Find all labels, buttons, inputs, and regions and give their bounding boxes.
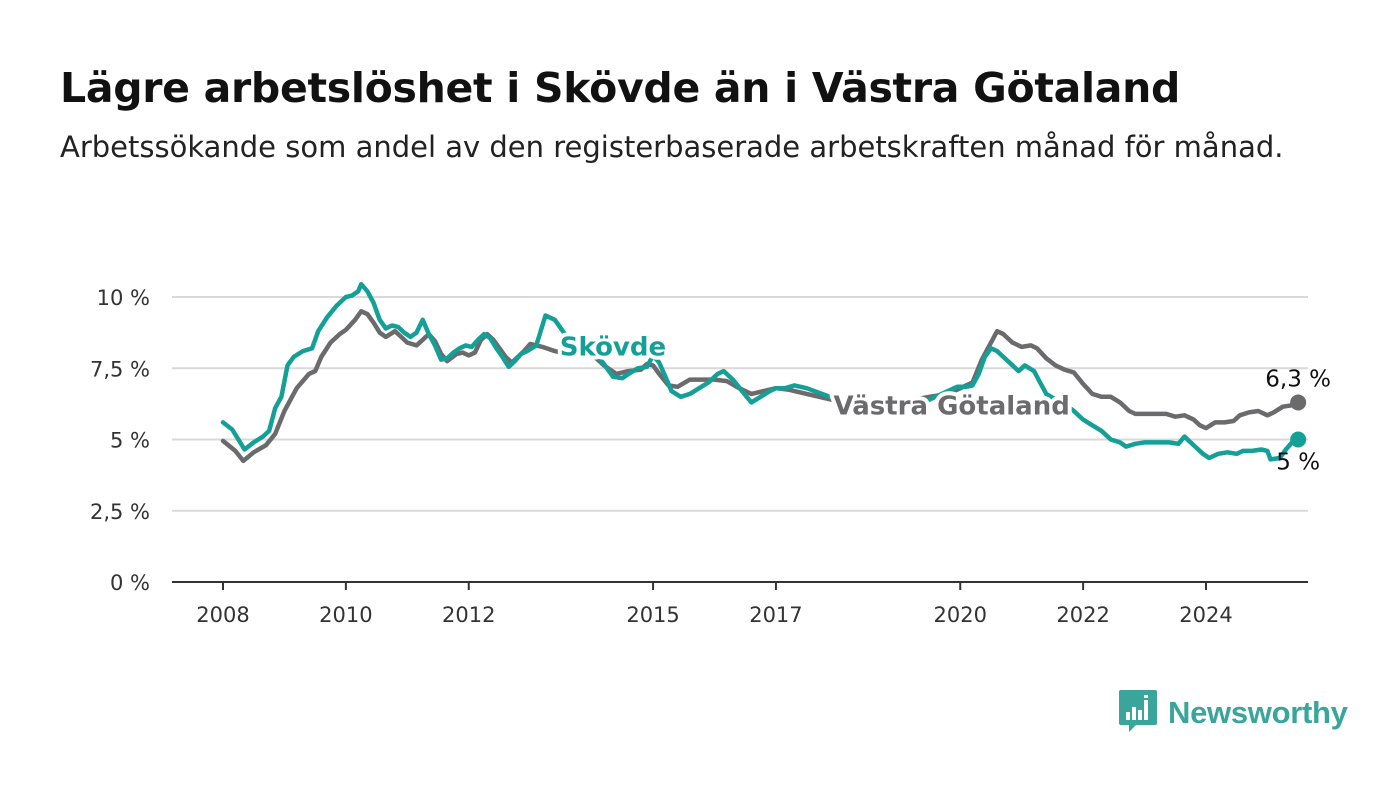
end-value-label-skovde: 5 %: [1276, 450, 1320, 476]
brand-name: Newsworthy: [1168, 695, 1348, 730]
x-tick-label: 2010: [319, 603, 372, 627]
y-tick-label: 10 %: [97, 286, 150, 310]
x-tick-label: 2024: [1179, 603, 1232, 627]
endpoint-dot-vastra-gotaland: [1290, 394, 1307, 411]
bar-chart-speech-icon: [1118, 688, 1158, 738]
series-labels: Skövde Västra Götaland: [556, 328, 1074, 425]
gridlines: [172, 296, 1308, 512]
chart-subtitle: Arbetssökande som andel av den registerb…: [60, 130, 1284, 164]
series-line-vastra-gotaland: [220, 309, 1301, 464]
newsworthy-logo: Newsworthy: [1118, 688, 1348, 738]
series-lines: [220, 281, 1301, 464]
x-tick-label: 2008: [196, 603, 249, 627]
endpoint-dot-skovde: [1290, 431, 1307, 448]
series-endpoints: 6,3 % 5 %: [1265, 366, 1331, 475]
end-value-label-vastra-gotaland: 6,3 %: [1265, 366, 1331, 392]
y-tick-label: 0 %: [110, 571, 150, 595]
x-tick-label: 2015: [626, 603, 679, 627]
x-tick-label: 2020: [934, 603, 987, 627]
x-tick-label: 2017: [749, 603, 802, 627]
x-tick-label: 2012: [442, 603, 495, 627]
series-label-vastra-gotaland: Västra Götaland: [834, 391, 1070, 421]
y-tick-label: 7,5 %: [90, 357, 150, 381]
chart-title: Lägre arbetslöshet i Skövde än i Västra …: [60, 64, 1181, 112]
x-tick-label: 2022: [1056, 603, 1109, 627]
y-axis-ticks: 0 % 2,5 % 5 % 7,5 % 10 %: [90, 286, 150, 595]
series-line-skovde: [220, 281, 1301, 462]
series-label-skovde: Skövde: [560, 332, 666, 362]
y-tick-label: 5 %: [110, 429, 150, 453]
x-axis-ticks: 2008 2010 2012 2015 2017 2020 2022 2024: [196, 582, 1233, 627]
y-tick-label: 2,5 %: [90, 500, 150, 524]
